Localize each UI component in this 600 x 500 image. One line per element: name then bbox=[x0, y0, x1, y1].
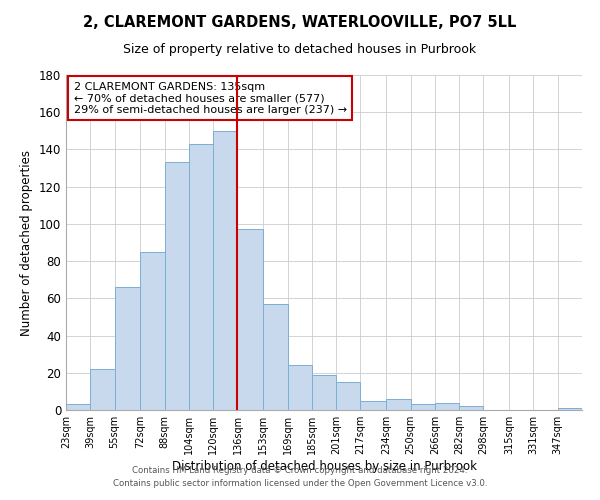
Bar bbox=[90, 369, 115, 410]
Text: Contains HM Land Registry data © Crown copyright and database right 2024.
Contai: Contains HM Land Registry data © Crown c… bbox=[113, 466, 487, 487]
Bar bbox=[435, 402, 459, 410]
Bar bbox=[410, 404, 435, 410]
Bar bbox=[287, 366, 312, 410]
Bar bbox=[213, 131, 238, 410]
Bar bbox=[238, 230, 263, 410]
Text: Size of property relative to detached houses in Purbrook: Size of property relative to detached ho… bbox=[124, 42, 476, 56]
Bar bbox=[312, 374, 336, 410]
Bar bbox=[189, 144, 213, 410]
Bar bbox=[263, 304, 287, 410]
Bar bbox=[115, 287, 140, 410]
Bar bbox=[164, 162, 189, 410]
Bar bbox=[361, 400, 386, 410]
Text: 2 CLAREMONT GARDENS: 135sqm
← 70% of detached houses are smaller (577)
29% of se: 2 CLAREMONT GARDENS: 135sqm ← 70% of det… bbox=[74, 82, 347, 115]
Bar bbox=[459, 406, 484, 410]
Bar bbox=[558, 408, 582, 410]
X-axis label: Distribution of detached houses by size in Purbrook: Distribution of detached houses by size … bbox=[172, 460, 476, 473]
Y-axis label: Number of detached properties: Number of detached properties bbox=[20, 150, 33, 336]
Bar bbox=[140, 252, 164, 410]
Bar bbox=[336, 382, 361, 410]
Bar bbox=[386, 399, 410, 410]
Text: 2, CLAREMONT GARDENS, WATERLOOVILLE, PO7 5LL: 2, CLAREMONT GARDENS, WATERLOOVILLE, PO7… bbox=[83, 15, 517, 30]
Bar bbox=[66, 404, 90, 410]
